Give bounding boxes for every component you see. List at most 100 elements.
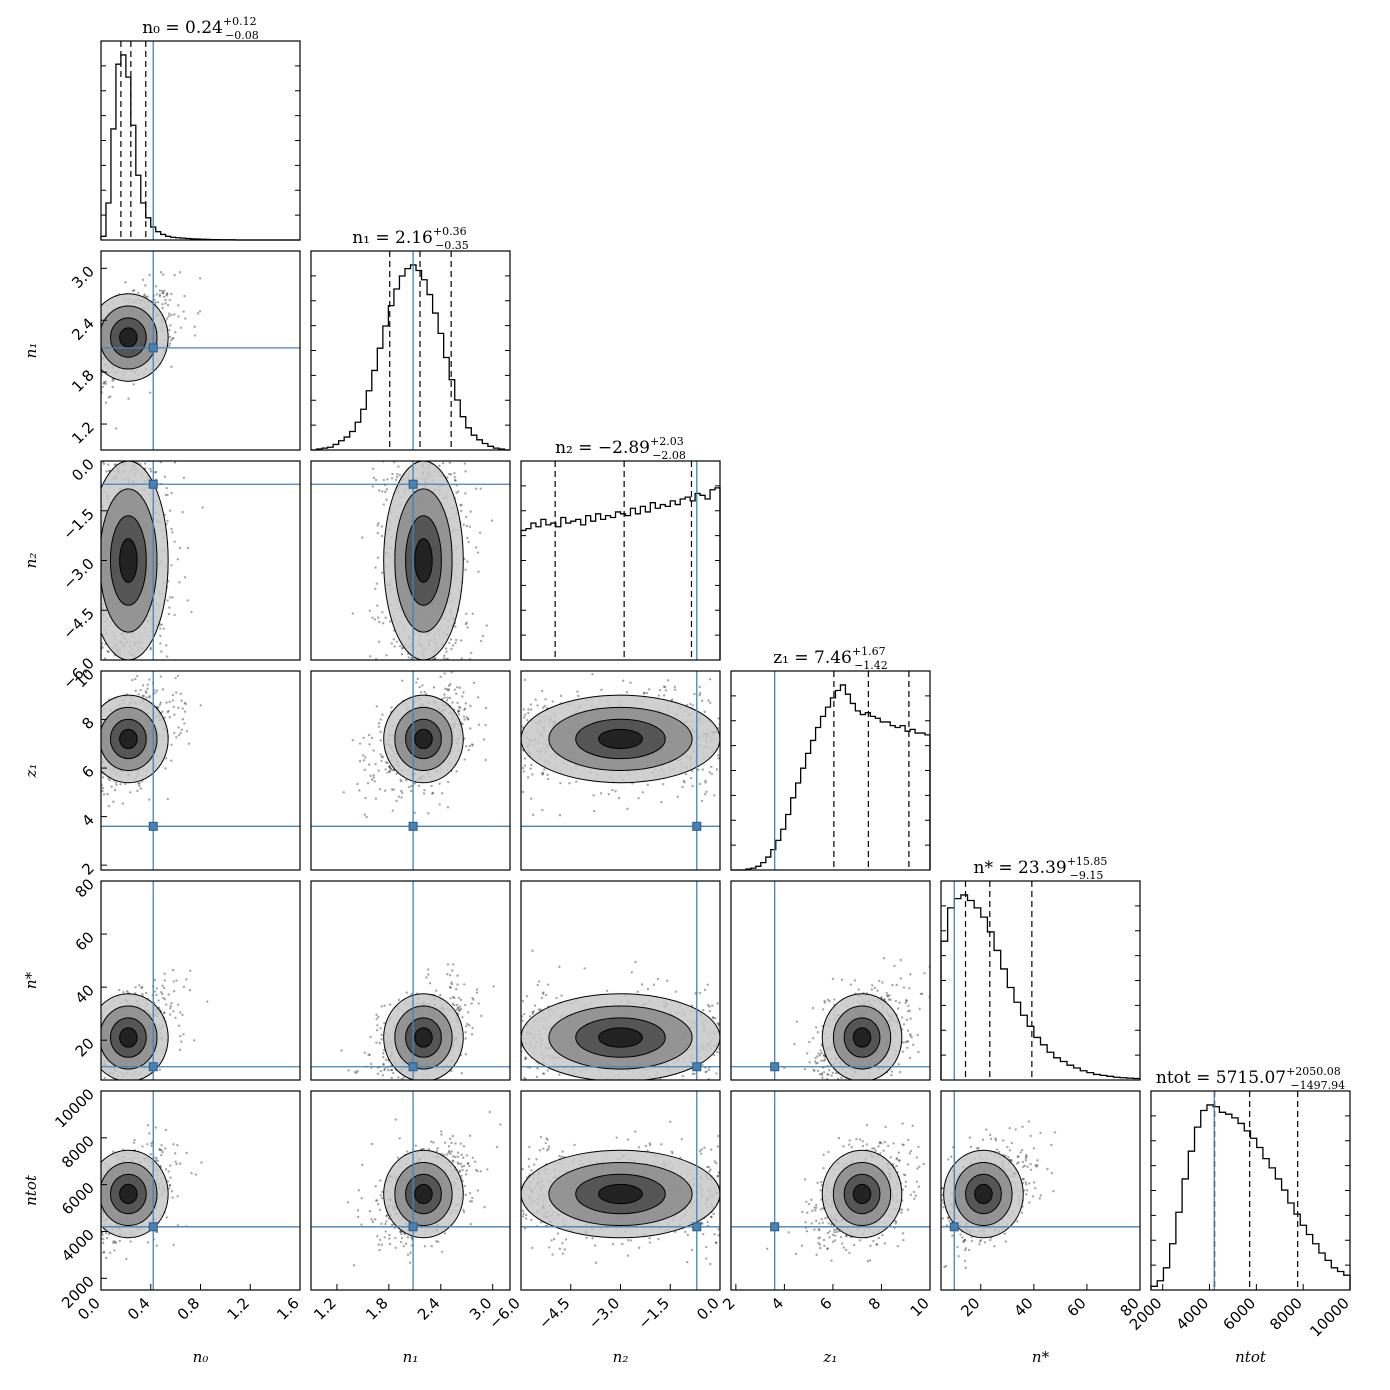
scatter-point	[527, 708, 530, 711]
scatter-point	[523, 764, 527, 767]
scatter-point	[390, 642, 393, 645]
scatter-point	[173, 713, 176, 716]
title-minus-n2: −2.08	[652, 449, 686, 462]
scatter-point	[134, 677, 137, 681]
scatter-point	[471, 996, 474, 1000]
scatter-point	[457, 709, 461, 713]
scatter-point	[180, 699, 183, 702]
scatter-point	[149, 391, 152, 394]
scatter-point	[690, 769, 694, 773]
scatter-point	[148, 696, 151, 699]
scatter-point	[407, 785, 411, 789]
scatter-point	[389, 767, 392, 770]
hist-step-nstar	[940, 894, 1141, 1080]
scatter-point	[123, 782, 127, 786]
scatter-point	[451, 969, 454, 972]
scatter-point	[148, 694, 151, 698]
scatter-point	[477, 723, 481, 727]
scatter-point	[474, 546, 478, 549]
scatter-point	[171, 337, 174, 340]
scatter-point	[474, 487, 478, 490]
scatter-point	[167, 315, 171, 318]
scatter-point	[367, 763, 371, 766]
scatter-point	[134, 986, 137, 989]
scatter-point	[447, 689, 450, 692]
scatter-point	[159, 701, 162, 704]
scatter-point	[443, 672, 446, 675]
scatter-point	[617, 796, 621, 800]
scatter-point	[375, 705, 378, 708]
scatter-point	[576, 694, 580, 698]
scatter-point	[131, 289, 135, 293]
scatter-point	[127, 397, 130, 400]
scatter-point	[376, 616, 380, 619]
scatter-point	[376, 531, 380, 535]
scatter-point	[423, 788, 426, 792]
scatter-point	[463, 462, 467, 465]
scatter-point	[161, 273, 165, 276]
scatter-point	[468, 525, 471, 528]
title-minus-nstar: −9.15	[1070, 869, 1104, 882]
scatter-point	[629, 681, 632, 684]
scatter-frame	[520, 670, 721, 871]
scatter-point	[530, 797, 533, 800]
scatter-point	[148, 678, 151, 681]
scatter-point	[161, 984, 164, 987]
scatter-point	[394, 478, 398, 482]
scatter-point	[451, 644, 455, 647]
scatter-point	[371, 467, 375, 471]
scatter-point	[168, 1013, 172, 1016]
scatter-point	[377, 620, 381, 624]
scatter-point	[657, 694, 661, 697]
scatter-point	[377, 769, 380, 772]
scatter-point	[469, 510, 472, 513]
scatter-point	[142, 694, 146, 698]
scatter-point	[358, 789, 361, 792]
scatter-point	[405, 991, 408, 994]
scatter-point	[522, 708, 526, 711]
scatter-point	[457, 710, 460, 714]
scatter-point	[177, 734, 181, 737]
scatter-point	[374, 797, 378, 800]
truth-marker	[408, 479, 418, 489]
scatter-point	[413, 811, 416, 814]
truth-marker	[148, 343, 158, 353]
scatter-point	[103, 1076, 106, 1080]
scatter-point	[193, 325, 196, 328]
scatter-point	[171, 531, 174, 534]
scatter-point	[171, 596, 174, 599]
scatter-point	[446, 780, 450, 784]
scatter-point	[158, 289, 162, 292]
scatter-point	[107, 396, 110, 399]
scatter-point	[351, 612, 354, 615]
scatter-point	[379, 753, 383, 756]
scatter-point	[717, 757, 720, 760]
scatter-point	[161, 688, 165, 691]
scatter-point	[462, 691, 465, 694]
scatter-point	[464, 622, 468, 626]
scatter-point	[167, 312, 171, 315]
scatter-point	[431, 792, 434, 795]
scatter-point	[592, 794, 595, 797]
scatter-point	[388, 765, 391, 769]
scatter-point	[184, 702, 187, 706]
panel-title-nstar: n* = 23.39+15.85 −9.15	[974, 855, 1108, 882]
scatter-point	[102, 462, 106, 466]
scatter-point	[395, 772, 399, 776]
panel-title-ntot: ntot = 5715.07+2050.08 −1497.94	[1156, 1065, 1345, 1092]
scatter-point	[179, 1034, 182, 1038]
panel-contents-n0-z1	[101, 671, 300, 870]
scatter-point	[417, 784, 421, 787]
scatter-point	[523, 713, 527, 716]
scatter-point	[463, 718, 466, 721]
scatter-point	[109, 395, 112, 398]
scatter-point	[164, 298, 167, 302]
panel-contents-n1-z1	[311, 671, 510, 870]
scatter-point	[698, 692, 702, 695]
scatter-point	[472, 681, 476, 684]
scatter-point	[170, 313, 173, 317]
scatter-point	[410, 657, 413, 660]
scatter-point	[139, 787, 143, 790]
scatter-point	[527, 711, 530, 715]
scatter-point	[698, 685, 701, 689]
